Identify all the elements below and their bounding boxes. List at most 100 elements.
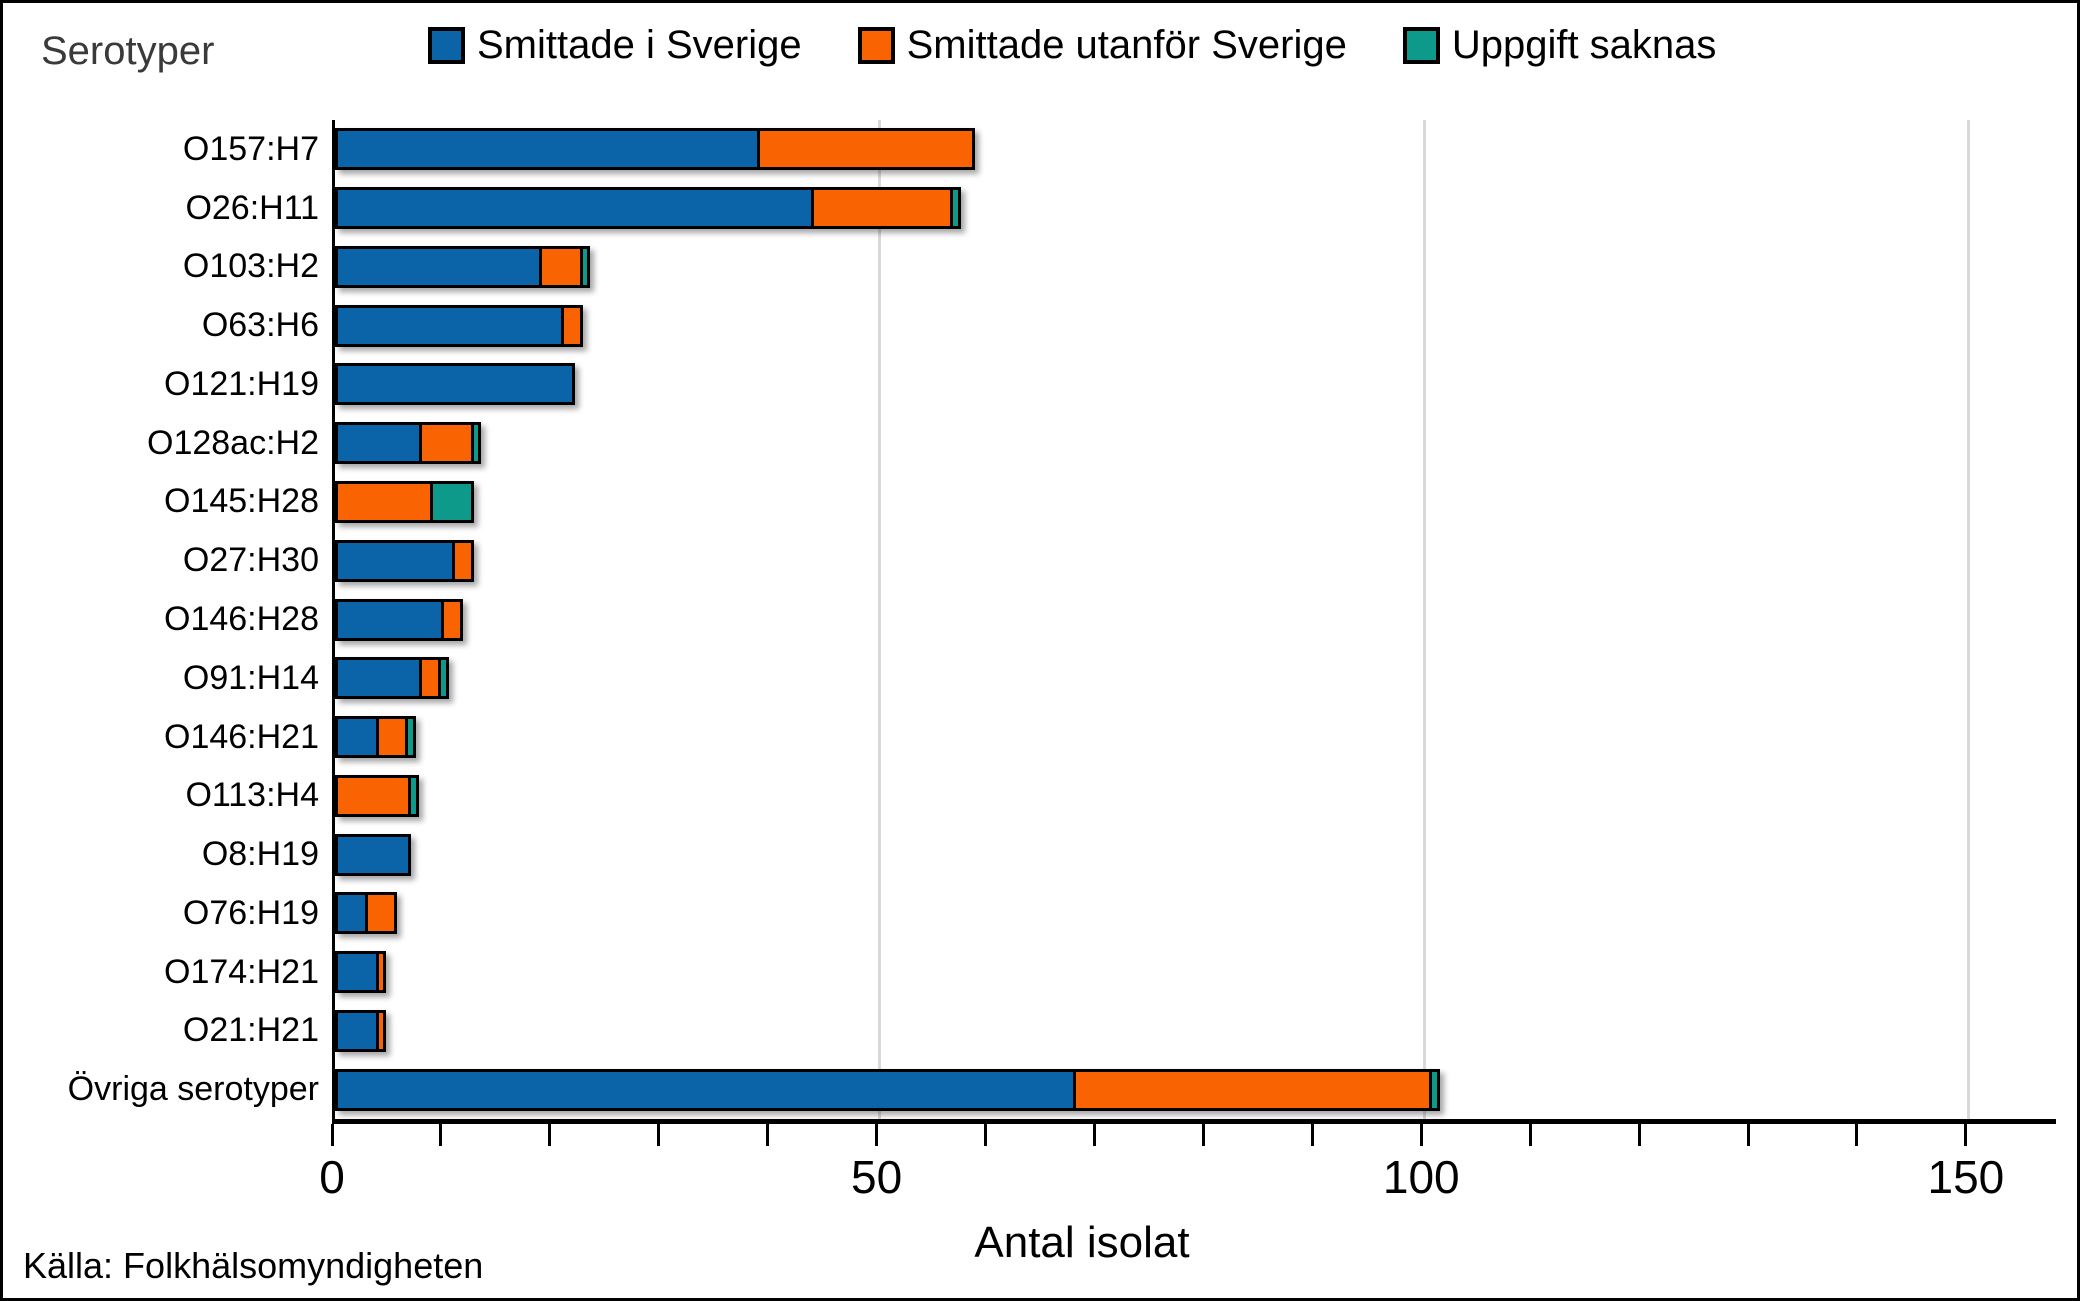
category-label: O27:H30 [182, 541, 319, 580]
bar-segment [335, 187, 815, 230]
stacked-bar [335, 1068, 1440, 1111]
stacked-bar [335, 716, 417, 759]
bar-row [335, 766, 2056, 825]
bar-segment [811, 187, 953, 230]
bar-segment [375, 951, 387, 994]
category-label: O8:H19 [201, 835, 319, 874]
x-tick-label: 100 [1382, 1151, 1460, 1203]
category-label: O26:H11 [185, 188, 319, 227]
bar-segment [1072, 1068, 1433, 1111]
stacked-bar [335, 480, 474, 523]
bar-row [335, 238, 2056, 297]
axis-tick [1310, 1124, 1314, 1146]
category-label: O121:H19 [164, 364, 319, 403]
category-label: O63:H6 [201, 306, 319, 345]
bar-segment [335, 833, 412, 876]
axis-tick [1964, 1124, 1968, 1146]
bar-segment [579, 245, 591, 288]
x-tick-label: 150 [1927, 1151, 2005, 1203]
category-label: O146:H21 [164, 717, 319, 756]
bar-segment [335, 951, 379, 994]
stacked-bar [335, 245, 591, 288]
bar-row [335, 179, 2056, 238]
x-tick-label: 0 [319, 1151, 345, 1203]
bar-segment [375, 1009, 387, 1052]
category-label: O76:H19 [182, 893, 319, 932]
category-label: O146:H28 [164, 600, 319, 638]
bar-segment [335, 539, 455, 582]
category-label: O91:H14 [182, 658, 319, 697]
bar-segment [375, 716, 409, 759]
legend-label: Uppgift saknas [1451, 23, 1717, 67]
x-axis-tick-labels: 0 50 100 150 [319, 1150, 2053, 1206]
category-label: O128ac:H2 [147, 423, 319, 462]
legend-item-2: Smittade utanför Sverige [857, 23, 1347, 68]
stacked-bar [335, 774, 420, 817]
category-label: O103:H2 [182, 247, 319, 286]
bar-segment [451, 539, 474, 582]
bar-segment [335, 657, 423, 700]
bar-segment [408, 774, 420, 817]
stacked-bar [335, 1009, 387, 1052]
stacked-bar [335, 598, 463, 641]
bar-segment [335, 245, 542, 288]
bar-row [335, 355, 2056, 414]
stacked-bar [335, 128, 975, 171]
bar-segment [430, 480, 474, 523]
stacked-bar [335, 892, 398, 935]
axis-tick [875, 1124, 879, 1146]
bar-segment [335, 892, 368, 935]
bar-segment [437, 657, 449, 700]
bar-segment [949, 187, 961, 230]
category-label: O174:H21 [164, 952, 319, 991]
gridline [1967, 120, 1971, 1119]
bar-row [335, 120, 2056, 179]
bar-segment [335, 716, 379, 759]
axis-tick [1637, 1124, 1641, 1146]
stacked-bar [335, 304, 583, 347]
bar-rows [335, 120, 2056, 1119]
bar-segment [440, 598, 463, 641]
x-axis-ticks [330, 1124, 2053, 1148]
axis-tick [657, 1124, 661, 1146]
bar-row [335, 414, 2056, 473]
category-axis-labels: O157:H7 O26:H11 O103:H2 O63:H6 O121:H19 O128a… [3, 120, 319, 1119]
stacked-bar [335, 951, 387, 994]
bar-segment [756, 128, 975, 171]
bar-segment [335, 480, 434, 523]
legend-swatch-icon [1402, 27, 1440, 64]
bar-segment [335, 422, 423, 465]
stacked-bar [335, 539, 474, 582]
bar-segment [538, 245, 583, 288]
bar-row [335, 943, 2056, 1002]
legend-label: Smittade i Sverige [477, 23, 802, 67]
gridline [1422, 120, 1426, 1119]
bar-segment [470, 422, 482, 465]
stacked-bar [335, 363, 575, 406]
axis-tick [1855, 1124, 1859, 1146]
axis-tick [439, 1124, 443, 1146]
plot-area [332, 120, 2056, 1124]
axis-tick [330, 1124, 334, 1146]
bar-segment [335, 774, 412, 817]
legend-swatch-icon [428, 27, 465, 64]
bar-row [335, 473, 2056, 532]
bar-row [335, 708, 2056, 767]
stacked-bar [335, 187, 961, 230]
stacked-bar [335, 833, 412, 876]
bar-segment [560, 304, 583, 347]
axis-tick [548, 1124, 552, 1146]
bar-row [335, 531, 2056, 590]
source-caption: Källa: Folkhälsomyndigheten [23, 1245, 484, 1286]
bar-row [335, 590, 2056, 649]
bar-segment [335, 1009, 379, 1052]
legend-item-1: Smittade i Sverige [428, 23, 802, 68]
bar-segment [335, 304, 564, 347]
category-label: Övriga serotyper [67, 1070, 319, 1109]
axis-tick [1528, 1124, 1532, 1146]
bar-segment [364, 892, 398, 935]
bar-segment [335, 363, 575, 406]
bar-row [335, 884, 2056, 943]
legend-label: Smittade utanför Sverige [906, 23, 1347, 67]
axis-tick [1419, 1124, 1423, 1146]
